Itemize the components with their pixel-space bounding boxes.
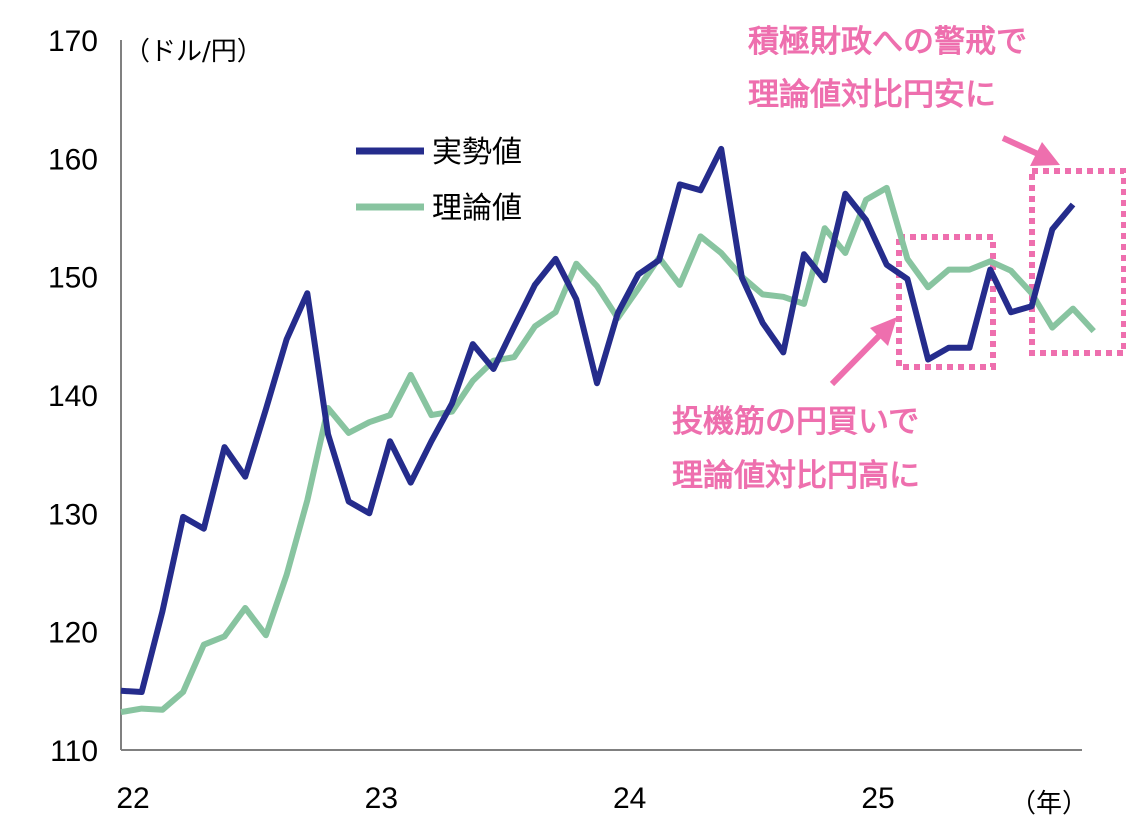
y-tick-labels: 110 120 130 140 150 160 170: [48, 25, 98, 768]
x-tick-label: 24: [613, 782, 646, 815]
annotation-yen-strong-line1: 投機筋の円買いで: [672, 404, 919, 440]
annotation-yen-weak-line2: 理論値対比円安に: [748, 77, 996, 113]
x-tick-label: 23: [365, 782, 398, 815]
highlight-box-yen-strong: [896, 234, 996, 370]
legend-label-actual: 実勢値: [432, 135, 522, 170]
x-tick-label: 22: [116, 782, 149, 815]
series-line-theoretical: [120, 184, 1096, 716]
x-tick-labels: 22 23 24 25: [116, 782, 894, 815]
series-layer: [120, 145, 1096, 716]
arrow-to-yen-weak-box: [1001, 135, 1060, 166]
legend-label-theoretical: 理論値: [432, 191, 522, 226]
y-tick-label: 150: [48, 262, 98, 295]
series-line-actual: [120, 145, 1076, 695]
x-tick-label: 25: [861, 782, 894, 815]
y-tick-label: 120: [48, 617, 98, 650]
legend: 実勢値 理論値: [356, 135, 522, 226]
y-tick-label: 130: [48, 498, 98, 531]
y-tick-label: 160: [48, 143, 98, 176]
y-tick-label: 170: [48, 25, 98, 58]
arrow-to-yen-strong-box: [829, 317, 897, 387]
annotation-yen-strong-line2: 理論値対比円高に: [672, 458, 920, 494]
x-axis-unit-label: （年）: [1010, 789, 1088, 819]
highlight-box-yen-weak: [1029, 168, 1126, 356]
annotation-yen-weak-line1: 積極財政への警戒で: [748, 24, 1027, 60]
y-tick-label: 110: [50, 735, 98, 768]
y-axis-unit-label: （ドル/円）: [124, 37, 263, 67]
y-tick-label: 140: [48, 380, 98, 413]
